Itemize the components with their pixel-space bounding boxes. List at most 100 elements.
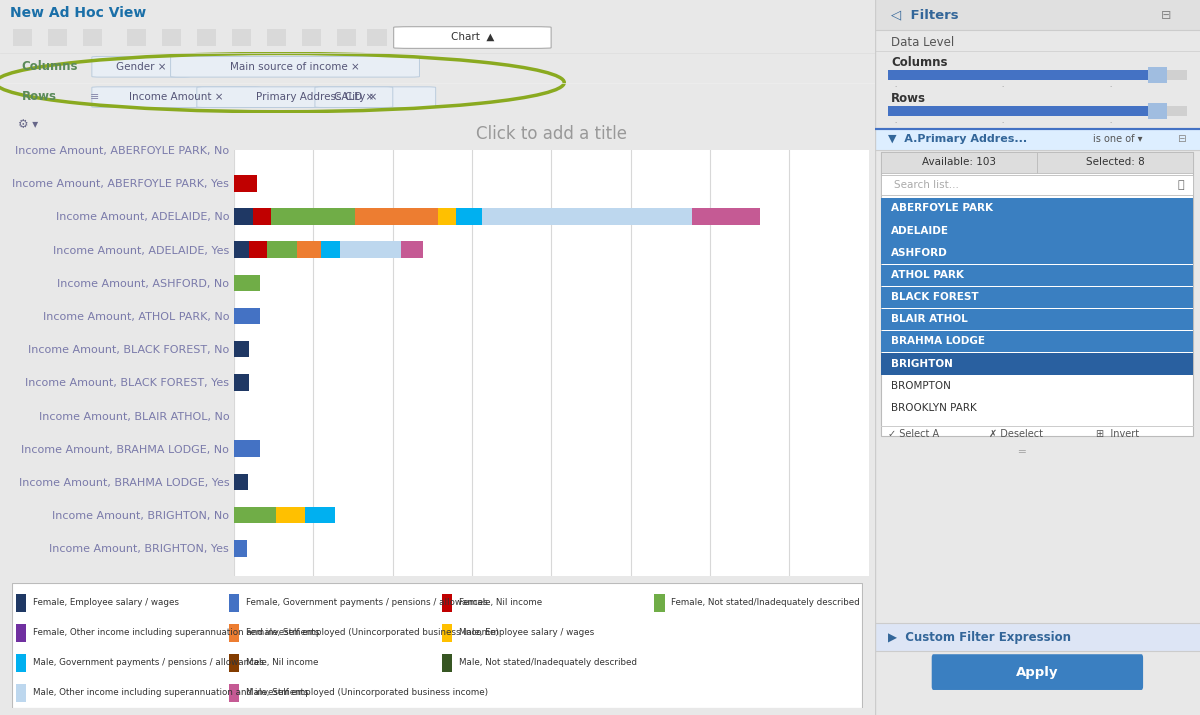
Bar xyxy=(17,684,26,701)
Bar xyxy=(234,540,247,556)
FancyBboxPatch shape xyxy=(92,87,260,107)
Bar xyxy=(456,208,482,225)
Bar xyxy=(888,70,1187,80)
Bar xyxy=(888,106,1187,116)
Bar xyxy=(302,29,322,46)
Text: Columns: Columns xyxy=(22,59,78,73)
Bar xyxy=(881,152,1194,436)
Bar xyxy=(881,175,1194,195)
FancyBboxPatch shape xyxy=(92,56,190,77)
Bar xyxy=(232,29,251,46)
Text: Female, Employee salary / wages: Female, Employee salary / wages xyxy=(34,598,179,607)
Text: Search list...: Search list... xyxy=(894,180,959,190)
X-axis label: Income Amount: Income Amount xyxy=(502,611,601,623)
Text: Female, Government payments / pensions / allowances: Female, Government payments / pensions /… xyxy=(246,598,487,607)
Text: ✗ Deselect: ✗ Deselect xyxy=(989,429,1043,438)
Bar xyxy=(83,29,102,46)
Text: ⊟: ⊟ xyxy=(1177,134,1186,144)
Bar xyxy=(271,208,355,225)
Text: ⚙ ▾: ⚙ ▾ xyxy=(18,118,38,131)
Bar xyxy=(234,275,259,291)
Bar xyxy=(266,29,286,46)
Bar xyxy=(337,29,356,46)
Text: Data Level: Data Level xyxy=(892,36,954,49)
Bar xyxy=(1148,67,1168,83)
Text: ABERFOYLE PARK: ABERFOYLE PARK xyxy=(892,204,994,213)
Text: BRAHMA LODGE: BRAHMA LODGE xyxy=(892,337,985,346)
Bar xyxy=(234,175,257,192)
Text: ▼  A.Primary Addres...: ▼ A.Primary Addres... xyxy=(888,134,1027,144)
Bar xyxy=(229,594,239,611)
Bar xyxy=(881,287,1194,308)
FancyBboxPatch shape xyxy=(394,26,551,49)
Bar xyxy=(881,220,1194,242)
Bar xyxy=(438,208,456,225)
Bar xyxy=(268,242,298,258)
Bar xyxy=(234,341,250,358)
Text: Male, Employee salary / wages: Male, Employee salary / wages xyxy=(458,628,594,637)
Text: ·: · xyxy=(1002,120,1004,126)
Bar xyxy=(875,623,1200,651)
Text: ·: · xyxy=(1109,84,1111,90)
Text: Apply: Apply xyxy=(1016,666,1058,679)
Bar xyxy=(881,198,1194,220)
Bar xyxy=(229,654,239,671)
Bar xyxy=(250,242,268,258)
Text: ✓ Select A: ✓ Select A xyxy=(888,429,938,438)
Bar xyxy=(234,507,276,523)
Bar xyxy=(881,242,1194,264)
Bar xyxy=(401,242,424,258)
Text: Available: 103: Available: 103 xyxy=(923,157,996,167)
Text: ·: · xyxy=(1109,120,1111,126)
Text: Male, Not stated/Inadequately described: Male, Not stated/Inadequately described xyxy=(458,659,637,667)
Text: Primary Address City ×: Primary Address City × xyxy=(256,92,377,102)
Text: BROMPTON: BROMPTON xyxy=(892,381,950,390)
Text: ·: · xyxy=(894,84,896,90)
Bar xyxy=(888,70,1154,80)
Bar xyxy=(276,507,306,523)
Bar xyxy=(340,242,401,258)
Bar xyxy=(875,129,1200,150)
Text: Female, Not stated/Inadequately described: Female, Not stated/Inadequately describe… xyxy=(671,598,860,607)
Bar xyxy=(234,242,250,258)
Text: ═: ═ xyxy=(1018,447,1025,456)
Text: is one of ▾: is one of ▾ xyxy=(1093,134,1142,144)
Text: ⊟: ⊟ xyxy=(1160,9,1171,21)
Text: ·: · xyxy=(894,120,896,126)
Bar xyxy=(298,242,322,258)
Text: Male, Other income including superannuation and investments: Male, Other income including superannuat… xyxy=(34,689,308,697)
Text: ▶  Custom Filter Expression: ▶ Custom Filter Expression xyxy=(888,631,1070,644)
Bar xyxy=(482,208,692,225)
Text: ≡: ≡ xyxy=(90,92,100,102)
Text: BRIGHTON: BRIGHTON xyxy=(892,359,953,368)
Text: Main source of income ×: Main source of income × xyxy=(230,61,360,72)
Text: Columns: Columns xyxy=(892,56,948,69)
FancyBboxPatch shape xyxy=(931,654,1144,690)
Bar xyxy=(881,331,1194,352)
Bar xyxy=(17,594,26,611)
Text: Income Amount ×: Income Amount × xyxy=(128,92,223,102)
Text: ·: · xyxy=(1002,84,1004,90)
Bar xyxy=(234,307,259,325)
Bar xyxy=(229,684,239,701)
Bar xyxy=(881,309,1194,330)
Bar xyxy=(162,29,181,46)
Text: 🔍: 🔍 xyxy=(1177,180,1184,190)
Title: Click to add a title: Click to add a title xyxy=(476,125,626,143)
Text: ADELAIDE: ADELAIDE xyxy=(892,226,949,235)
Bar xyxy=(442,654,452,671)
Text: ⊞  Invert: ⊞ Invert xyxy=(1096,429,1139,438)
Text: New Ad Hoc View: New Ad Hoc View xyxy=(11,6,146,19)
Text: BLAIR ATHOL: BLAIR ATHOL xyxy=(892,315,968,324)
Text: Female, Self employed (Unincorporated business income): Female, Self employed (Unincorporated bu… xyxy=(246,628,499,637)
Text: ◁  Filters: ◁ Filters xyxy=(892,9,959,21)
Bar xyxy=(442,624,452,641)
Bar xyxy=(48,29,67,46)
Bar xyxy=(654,594,665,611)
Bar xyxy=(17,624,26,641)
Bar xyxy=(367,29,386,46)
Bar xyxy=(234,374,250,390)
Text: ASHFORD: ASHFORD xyxy=(892,248,948,257)
Bar xyxy=(17,654,26,671)
Bar xyxy=(442,594,452,611)
